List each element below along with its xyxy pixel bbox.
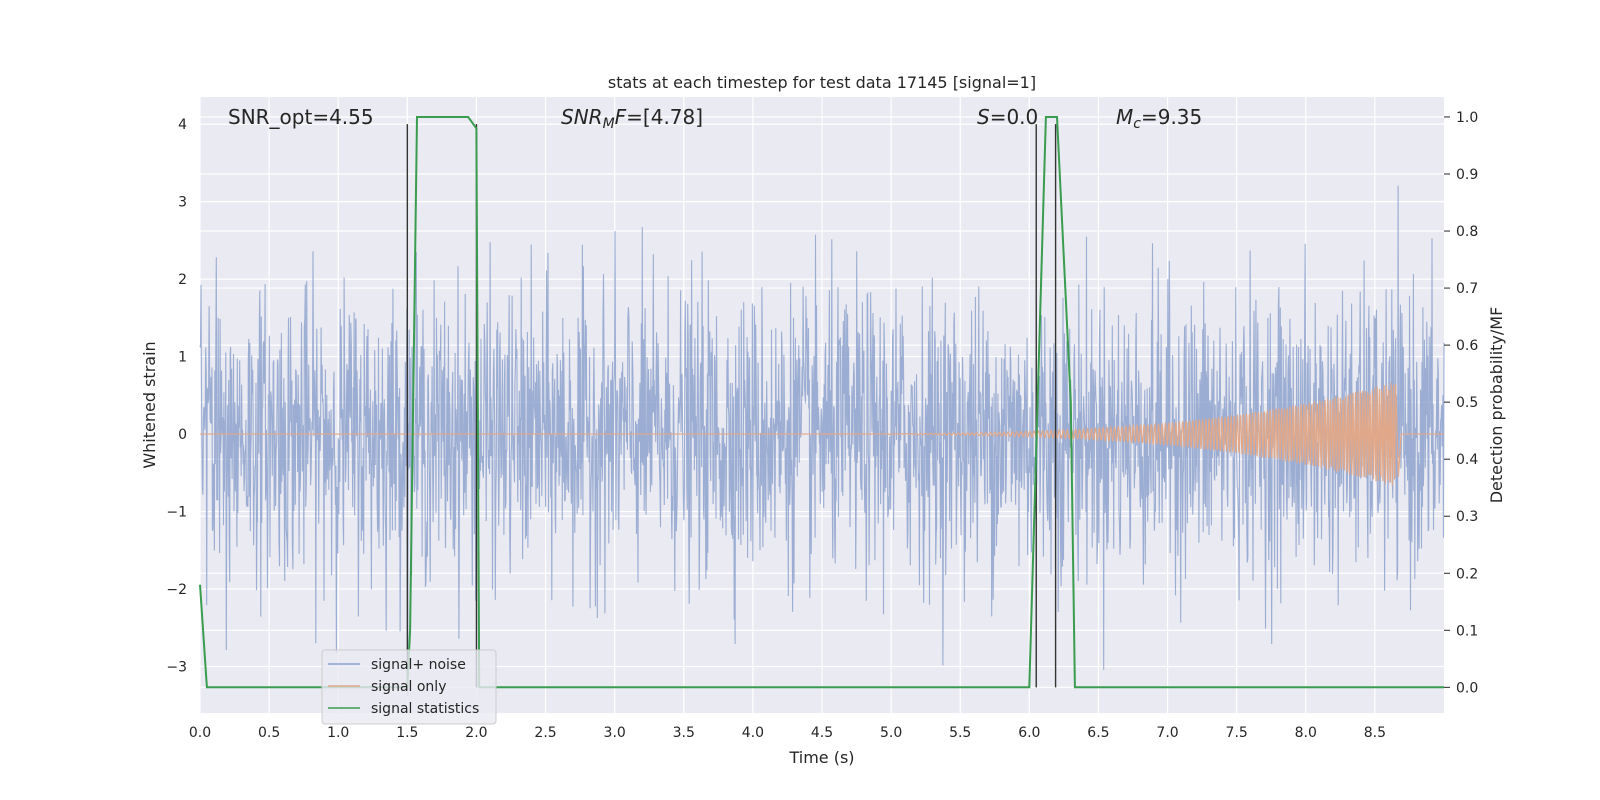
- left-y-tick-label: 3: [178, 195, 187, 211]
- x-tick-label: 5.0: [880, 725, 902, 741]
- legend-box: [321, 649, 497, 725]
- x-tick-label: 3.0: [604, 725, 626, 741]
- right-y-tick-label: 0.0: [1456, 680, 1478, 696]
- annotation-s-stat: S=0.0: [977, 105, 1038, 129]
- right-y-tick-label: 0.5: [1456, 395, 1478, 411]
- x-tick-label: 1.0: [327, 725, 349, 741]
- right-y-tick-label: 0.9: [1456, 167, 1478, 183]
- x-tick-label: 1.5: [396, 725, 418, 741]
- left-y-axis-label: Whitened strain: [140, 341, 159, 468]
- x-tick-label: 7.5: [1226, 725, 1248, 741]
- left-y-tick-label: −3: [166, 660, 187, 676]
- legend-label-signal-only: signal only: [371, 679, 446, 695]
- mc-prefix: M: [1116, 105, 1133, 129]
- x-tick-label: 4.0: [742, 725, 764, 741]
- left-y-tick-label: 1: [178, 350, 187, 366]
- x-tick-label: 2.0: [465, 725, 487, 741]
- right-y-tick-label: 0.4: [1456, 452, 1478, 468]
- right-y-tick-label: 0.6: [1456, 338, 1478, 354]
- x-tick-label: 7.0: [1156, 725, 1178, 741]
- x-tick-label: 8.0: [1295, 725, 1317, 741]
- mc-sub: c: [1133, 116, 1141, 132]
- right-y-tick-label: 0.8: [1456, 224, 1478, 240]
- snr-mf-sub: M: [603, 116, 615, 132]
- x-tick-label: 5.5: [949, 725, 971, 741]
- x-axis-ticks: 0.0 0.5 1.0 1.5 2.0 2.5 3.0 3.5 4.0 4.5 5.0 5.5 6.0 6…: [189, 725, 1386, 741]
- signal-statistics-line: [199, 116, 1444, 689]
- x-tick-label: 2.5: [534, 725, 556, 741]
- left-y-tick-label: 0: [178, 427, 187, 443]
- legend: signal+ noise signal only signal statist…: [321, 649, 497, 725]
- signal-only-series: [200, 382, 1444, 486]
- snr-mf-value: [4.78]: [643, 105, 703, 129]
- left-y-tick-label: 4: [178, 117, 187, 133]
- snr-mf-prefix: SNR: [561, 105, 603, 129]
- right-y-tick-label: 0.2: [1456, 566, 1478, 582]
- legend-label-signal-noise: signal+ noise: [371, 657, 466, 673]
- signal-statistics-series: [199, 116, 1445, 689]
- x-tick-label: 4.5: [811, 725, 833, 741]
- right-y-tick-label: 0.7: [1456, 281, 1478, 297]
- x-tick-label: 8.5: [1364, 725, 1386, 741]
- right-y-axis-ticks: 0.0 0.1 0.2 0.3 0.4 0.5 0.6 0.7 0.8 0.9 1.0: [1444, 110, 1478, 696]
- s-stat-prefix: S: [977, 105, 990, 129]
- legend-label-signal-statistics: signal statistics: [371, 701, 479, 717]
- chart-title: stats at each timestep for test data 171…: [608, 73, 1036, 92]
- s-stat-value: =0.0: [990, 105, 1039, 129]
- right-y-tick-label: 1.0: [1456, 110, 1478, 126]
- x-tick-label: 0.5: [258, 725, 280, 741]
- left-y-tick-label: 2: [178, 272, 187, 288]
- x-axis-label: Time (s): [788, 748, 854, 767]
- x-tick-label: 6.0: [1018, 725, 1040, 741]
- x-tick-label: 3.5: [673, 725, 695, 741]
- annotation-snr-opt: SNR_opt=4.55: [228, 105, 374, 129]
- left-y-axis-ticks: −3 −2 −1 0 1 2 3 4: [166, 117, 187, 675]
- signal-only-line: [200, 382, 1444, 486]
- x-tick-label: 6.5: [1087, 725, 1109, 741]
- right-y-tick-label: 0.3: [1456, 509, 1478, 525]
- annotation-mc: Mc=9.35: [1116, 105, 1202, 132]
- left-y-tick-label: −1: [166, 505, 187, 521]
- snr-mf-suffix: F=: [615, 105, 643, 129]
- mc-value: =9.35: [1141, 105, 1202, 129]
- left-y-tick-label: −2: [166, 582, 187, 598]
- right-y-axis-label: Detection probability/MF: [1487, 307, 1506, 504]
- right-y-tick-label: 0.1: [1456, 623, 1478, 639]
- x-tick-label: 0.0: [189, 725, 211, 741]
- annotation-snr-mf: SNRMF=[4.78]: [561, 105, 703, 132]
